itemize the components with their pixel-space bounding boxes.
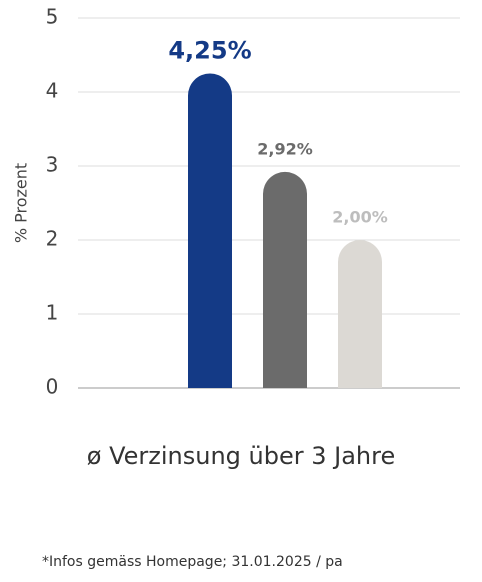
y-tick-label: 3 [46, 153, 59, 177]
y-tick-label: 1 [46, 301, 59, 325]
footnote: *Infos gemäss Homepage; 31.01.2025 / pa [42, 554, 343, 570]
bar [338, 240, 382, 388]
y-tick-label: 5 [46, 5, 59, 29]
y-tick-label: 0 [46, 375, 59, 399]
bar [263, 171, 307, 388]
y-tick-label: 2 [46, 227, 59, 251]
y-axis-label: % Prozent [12, 163, 31, 243]
value-label: 4,25% [168, 37, 251, 65]
value-label: 2,00% [332, 208, 388, 227]
bar [188, 73, 233, 388]
y-tick-label: 4 [46, 79, 59, 103]
x-axis-label: ø Verzinsung über 3 Jahre [87, 442, 395, 470]
value-label: 2,92% [257, 139, 313, 158]
